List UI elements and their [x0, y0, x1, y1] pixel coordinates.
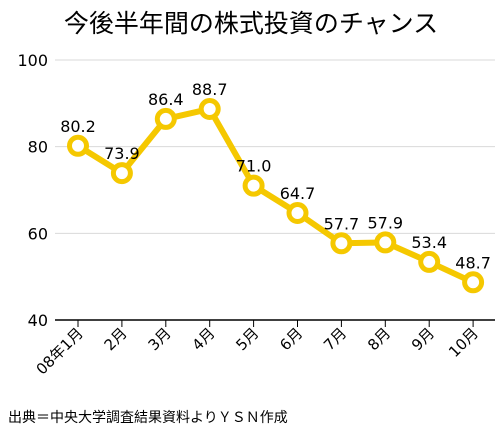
- series-line-layer: [75, 105, 477, 286]
- x-tick-label: 2月: [101, 324, 131, 354]
- data-label: 86.4: [148, 90, 184, 109]
- data-label: 57.7: [324, 214, 360, 233]
- grid-lines: [55, 59, 495, 234]
- data-point: [110, 162, 133, 185]
- data-label: 57.9: [367, 213, 403, 232]
- y-tick-label: 100: [17, 51, 48, 70]
- data-point: [330, 232, 353, 255]
- data-point: [198, 97, 221, 120]
- x-tick-label: 8月: [364, 324, 394, 354]
- chart-title: 今後半年間の株式投資のチャンス: [63, 9, 439, 38]
- x-tick-label: 08年1月: [33, 324, 87, 378]
- x-tick-label: 3月: [145, 324, 175, 354]
- data-point: [242, 174, 265, 197]
- x-tick-labels: 08年1月 2月 3月 4月 5月 6月 7月 8月 9月 10月: [33, 324, 482, 378]
- data-point: [67, 134, 89, 157]
- y-tick-label: 40: [28, 311, 48, 330]
- data-point: [154, 107, 177, 130]
- y-tick-label: 80: [28, 138, 48, 157]
- data-label: 88.7: [192, 80, 228, 99]
- data-label: 73.9: [104, 144, 140, 163]
- data-label: 64.7: [280, 184, 316, 203]
- x-tick-label: 5月: [232, 324, 262, 354]
- x-tick-label: 7月: [320, 324, 350, 354]
- y-tick-labels: 40 60 80 100: [17, 51, 48, 330]
- data-label: 71.0: [236, 157, 272, 176]
- y-tick-label: 60: [28, 224, 48, 243]
- data-markers: [67, 97, 485, 294]
- x-tick-label: 10月: [445, 324, 482, 361]
- data-point: [418, 250, 441, 273]
- data-point: [462, 271, 485, 294]
- data-label: 53.4: [411, 233, 447, 252]
- data-label: 48.7: [455, 253, 491, 272]
- source-note: 出典＝中央大学調査結果資料よりＹＳＮ作成: [8, 410, 288, 426]
- data-point: [374, 231, 397, 254]
- x-tick-label: 6月: [276, 324, 306, 354]
- x-tick-label: 9月: [408, 324, 438, 354]
- x-tick-label: 4月: [188, 324, 218, 354]
- data-point: [286, 201, 309, 224]
- axes: [55, 319, 495, 327]
- series-line: [75, 105, 477, 286]
- data-label: 80.2: [60, 117, 96, 136]
- data-labels: 80.2 73.9 86.4 88.7 71.0 64.7 57.7 57.9 53.4 48.7: [60, 80, 491, 272]
